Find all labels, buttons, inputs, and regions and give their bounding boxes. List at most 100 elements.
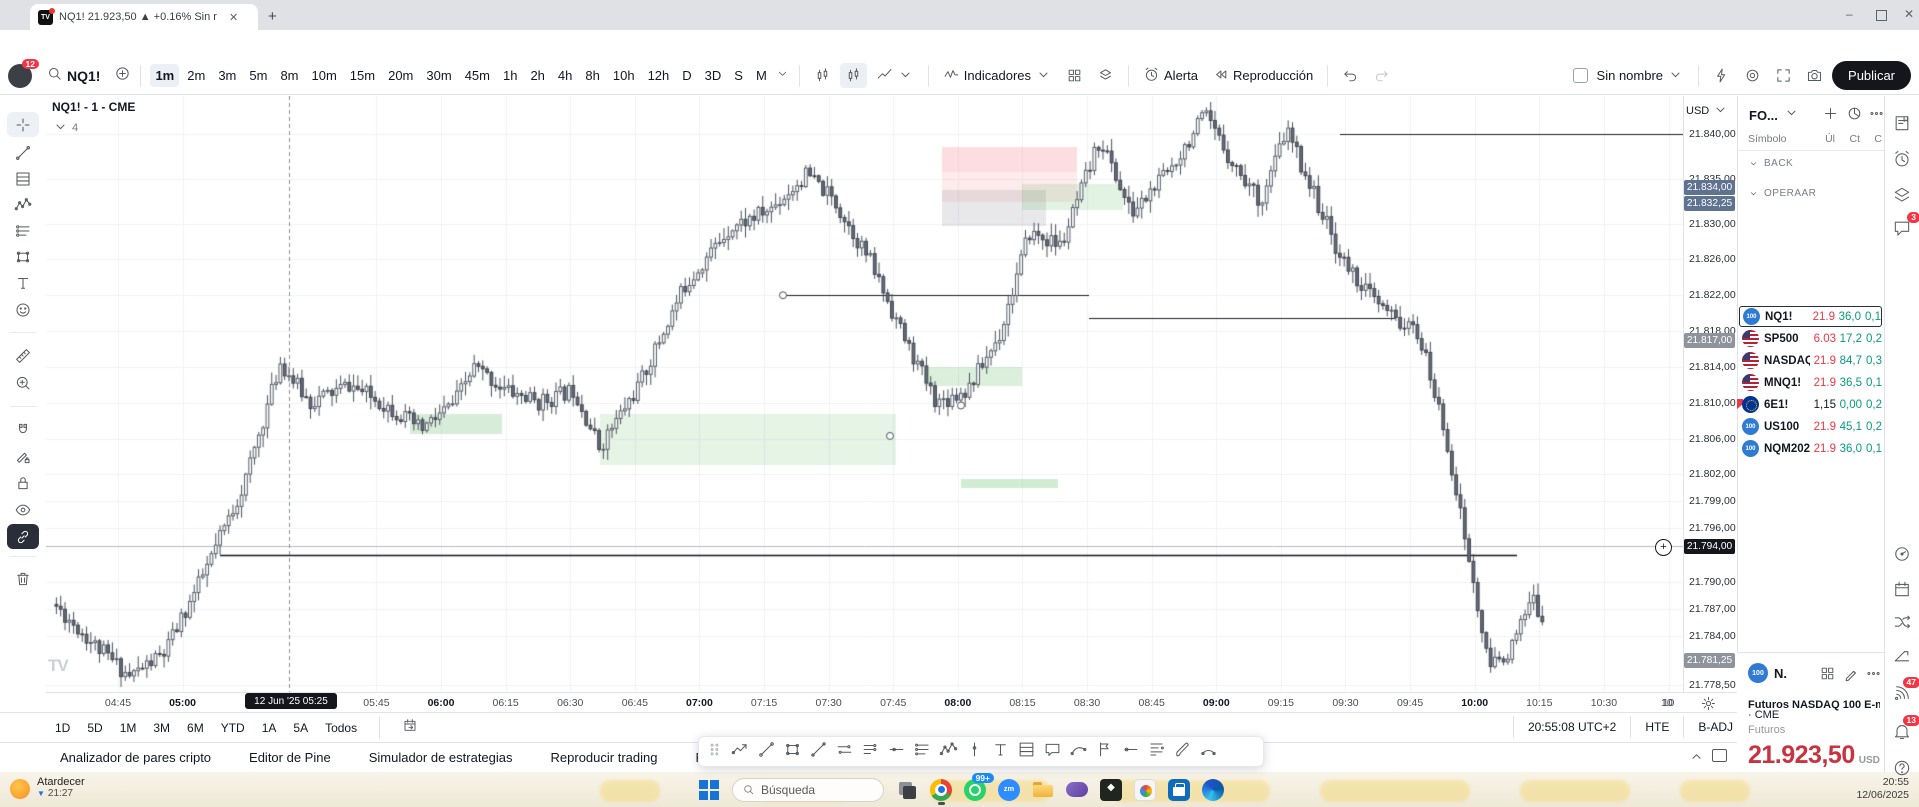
window-maximize-button[interactable] — [1876, 10, 1887, 21]
symbol-full-name[interactable]: Futuros NASDAQ 100 E-mini — [1748, 691, 1880, 711]
range-1m[interactable]: 1M — [119, 720, 137, 735]
add-alert-plus-button[interactable]: + — [1655, 539, 1672, 556]
diagonal-line-icon[interactable] — [809, 740, 828, 764]
watchlist-title[interactable]: FO... — [1749, 104, 1800, 126]
timeframe-10h[interactable]: 10h — [612, 68, 635, 83]
redo-icon[interactable] — [1368, 63, 1395, 88]
window-close-button[interactable]: ✕ — [1904, 7, 1915, 21]
timeframes-chevron-icon[interactable] — [775, 66, 790, 86]
watchlist-column-header[interactable]: Símbolo — [1748, 133, 1787, 145]
stay-drawing-mode-icon[interactable] — [7, 444, 39, 469]
watchlist-column-header[interactable]: Ct — [1849, 133, 1861, 145]
bottom-tab[interactable]: Reproducir trading — [550, 750, 658, 765]
hotlists-icon[interactable] — [1891, 543, 1913, 565]
hide-drawings-icon[interactable] — [7, 497, 39, 522]
ms-store-icon[interactable] — [1168, 778, 1190, 801]
adjust-button[interactable]: B-ADJ — [1698, 720, 1733, 734]
edge-icon[interactable] — [1202, 778, 1224, 801]
compare-add-icon[interactable] — [114, 65, 131, 87]
window-minimize-button[interactable]: – — [1846, 7, 1853, 21]
timeframe-1m[interactable]: 1m — [150, 64, 180, 87]
compare-icon[interactable] — [1891, 611, 1913, 633]
quick-search-icon[interactable] — [1708, 63, 1735, 88]
photos-app-icon[interactable] — [1134, 778, 1156, 801]
bottom-tab[interactable]: Editor de Pine — [249, 750, 331, 765]
details-edit-icon[interactable] — [1843, 665, 1860, 687]
save-checkbox[interactable] — [1572, 68, 1588, 83]
indicators-button[interactable]: Indicadores — [938, 62, 1057, 90]
tab-close-icon[interactable]: ✕ — [229, 11, 239, 24]
pitchfork-icon[interactable] — [1891, 644, 1913, 666]
rectangle-icon[interactable] — [783, 740, 802, 764]
watchlist-section-back[interactable]: BACK — [1748, 158, 1793, 169]
task-view-icon[interactable] — [896, 779, 918, 801]
horizontal-lines-icon[interactable] — [913, 740, 932, 764]
timeframe-5m[interactable]: 5m — [249, 68, 268, 83]
range-ytd[interactable]: YTD — [220, 720, 245, 735]
watchlist-panel-icon[interactable] — [1891, 112, 1913, 134]
symbol-search-icon[interactable] — [46, 65, 63, 87]
snapshot-camera-icon[interactable] — [1801, 63, 1828, 88]
undo-icon[interactable] — [1337, 63, 1364, 88]
magnet-icon[interactable] — [7, 417, 39, 442]
timeframe-12h[interactable]: 12h — [647, 68, 670, 83]
alert-button[interactable]: Alerta — [1138, 62, 1203, 90]
timeframe-3D[interactable]: 3D — [704, 68, 722, 83]
price-axis[interactable] — [1683, 96, 1738, 692]
zoom-icon[interactable]: zm — [998, 778, 1020, 801]
chrome-icon[interactable] — [930, 778, 952, 805]
chart-type-candles-icon[interactable] — [809, 63, 836, 88]
ruler-icon[interactable] — [7, 343, 39, 368]
horizontal-ray-icon[interactable] — [1121, 740, 1140, 764]
session-button[interactable]: HTE — [1645, 720, 1670, 734]
timeframe-1h[interactable]: 1h — [502, 68, 518, 83]
range-6m[interactable]: 6M — [187, 720, 204, 735]
brush-icon[interactable] — [1173, 740, 1192, 764]
panel-expand-icon[interactable] — [1688, 748, 1705, 770]
watchlist-row-nasdaq[interactable]: NASDAQ 21.9 84,7 0,3 — [1739, 350, 1882, 371]
taskbar-clock[interactable]: 20:55 12/06/2025 — [1856, 776, 1909, 802]
timeframe-8h[interactable]: 8h — [585, 68, 600, 83]
watchlist-row-mnq1![interactable]: MNQ1! 21.9 36,5 0,1 — [1739, 372, 1882, 393]
time-axis[interactable] — [46, 692, 1737, 713]
details-menu-icon[interactable] — [1865, 665, 1882, 687]
zoom-in-icon[interactable] — [7, 370, 39, 395]
emoji-icon[interactable] — [7, 297, 39, 322]
trend-line-icon[interactable] — [7, 140, 39, 165]
new-tab-button[interactable]: + — [268, 8, 277, 25]
panel-maximize-icon[interactable] — [1712, 749, 1727, 762]
range-1a[interactable]: 1A — [261, 720, 277, 735]
timeframe-2m[interactable]: 2m — [187, 68, 206, 83]
watchlist-row-us100[interactable]: 100 US100 21.9 45,1 0,2 — [1739, 416, 1882, 437]
symbol-search-button[interactable]: NQ1! — [67, 67, 101, 84]
chart-legend[interactable]: NQ1! - 1 - CME — [52, 100, 136, 114]
watchlist-row-sp500[interactable]: SP500 6.03 17,2 0,2 — [1739, 328, 1882, 349]
heatmap-icon[interactable] — [1846, 105, 1863, 127]
trend-line-icon[interactable] — [757, 740, 776, 764]
arc-icon[interactable] — [1199, 740, 1218, 764]
watchlist-section-operaar[interactable]: OPERAAR — [1748, 188, 1816, 199]
fullscreen-icon[interactable] — [1770, 63, 1797, 88]
timeframe-D[interactable]: D — [682, 68, 692, 83]
horizontal-line-icon[interactable] — [887, 740, 906, 764]
comment-bubble-icon[interactable] — [1043, 740, 1062, 764]
crosshair-icon[interactable] — [7, 112, 39, 137]
taskbar-search[interactable]: Búsqueda — [732, 777, 884, 802]
flat-channel-icon[interactable] — [861, 740, 880, 764]
screener-icon[interactable] — [1739, 63, 1766, 88]
range-5d[interactable]: 5D — [87, 720, 103, 735]
replay-button[interactable]: Reproducción — [1207, 62, 1318, 90]
timeframe-45m[interactable]: 45m — [464, 68, 490, 83]
publish-button[interactable]: Publicar — [1832, 61, 1911, 90]
timeframe-2h[interactable]: 2h — [530, 68, 545, 83]
goto-date-icon[interactable] — [402, 717, 418, 738]
bottom-tab[interactable]: Analizador de pares cripto — [60, 750, 212, 765]
fib-tool-icon[interactable] — [1147, 740, 1166, 764]
start-button[interactable] — [698, 779, 720, 801]
timeframe-M[interactable]: M — [755, 68, 767, 83]
browser-tab[interactable]: TV NQ1! 21.923,50 ▲ +0.16% Sin r ✕ — [30, 4, 258, 30]
timeframe-4h[interactable]: 4h — [557, 68, 573, 83]
watchlist-row-nq1![interactable]: 100 NQ1! 21.9 36,0 0,1 — [1739, 306, 1882, 327]
user-avatar[interactable]: 12 — [8, 58, 39, 88]
calendar-icon[interactable] — [1891, 578, 1913, 600]
